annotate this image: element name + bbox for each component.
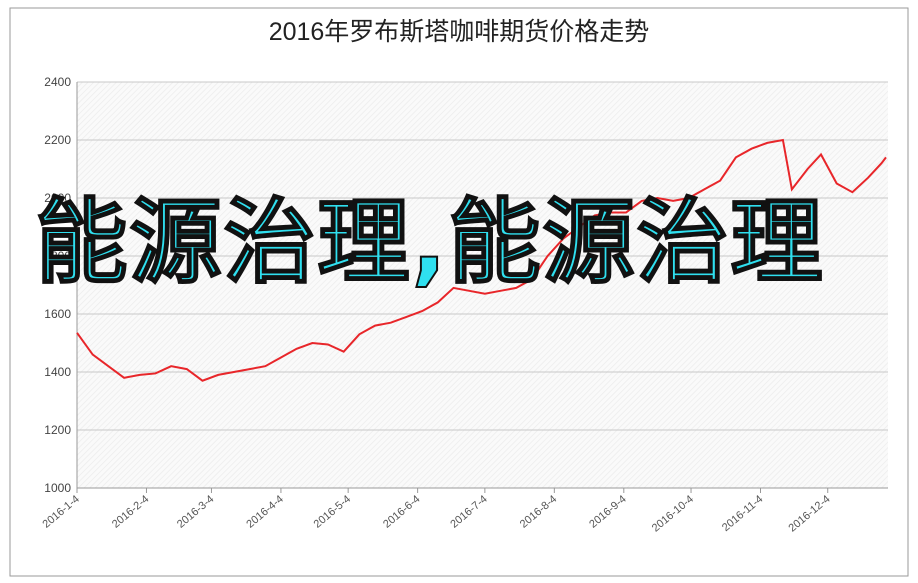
y-tick-label: 1000 — [44, 481, 71, 495]
y-tick-label: 2200 — [44, 133, 71, 147]
chart-title: 2016年罗布斯塔咖啡期货价格走势 — [269, 18, 650, 46]
y-tick-label: 1600 — [44, 307, 71, 321]
y-tick-label: 1800 — [44, 249, 71, 263]
y-tick-label: 2400 — [44, 75, 71, 89]
y-tick-label: 1200 — [44, 423, 71, 437]
y-tick-label: 2000 — [44, 191, 71, 205]
y-tick-label: 1400 — [44, 365, 71, 379]
price-line — [76, 138, 887, 382]
plot-area — [77, 82, 888, 488]
watermark: 能源治理,能源治理 — [35, 188, 825, 297]
